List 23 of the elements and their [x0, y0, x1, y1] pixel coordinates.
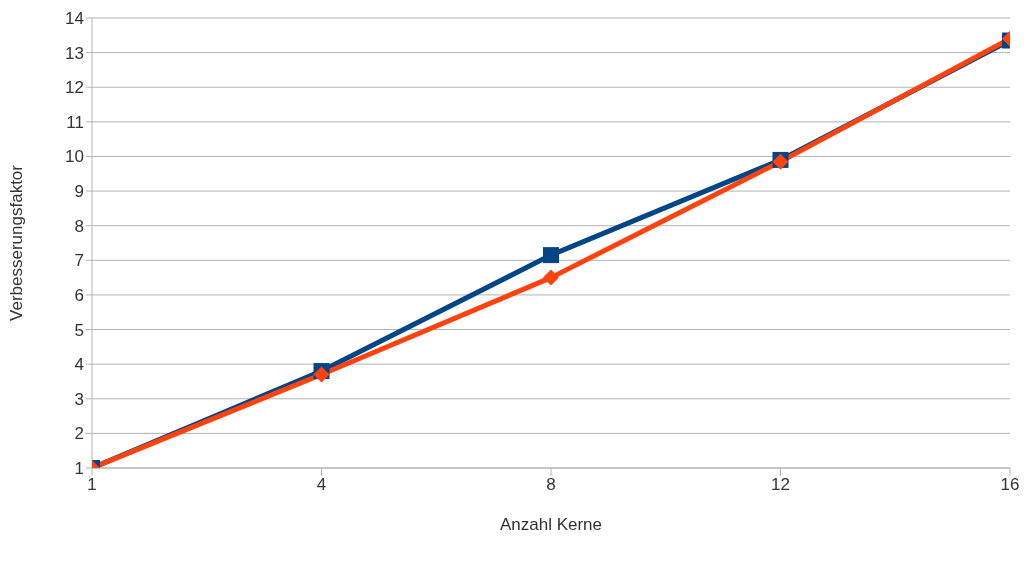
y-tick-label: 11 — [66, 112, 84, 132]
y-axis-title: Verbesserungsfaktor — [7, 164, 27, 321]
x-tick-label: 1 — [87, 475, 97, 495]
x-tick-label: 4 — [316, 475, 327, 495]
y-tick-label: 13 — [65, 43, 84, 63]
point — [543, 247, 559, 264]
x-tick-label: 12 — [771, 475, 790, 495]
y-tick-label: 3 — [74, 389, 84, 409]
y-tick-label: 7 — [74, 251, 84, 271]
x-tick-label: 8 — [546, 475, 556, 495]
x-axis-title: Anzahl Kerne — [499, 515, 603, 535]
y-tick-label: 1 — [74, 459, 84, 479]
y-tick-label: 5 — [74, 320, 84, 340]
y-tick-label: 4 — [74, 355, 84, 375]
x-tick-label: 16 — [1000, 475, 1020, 495]
y-tick-label: 6 — [74, 285, 84, 305]
y-tick-label: 14 — [65, 9, 84, 29]
point — [543, 269, 559, 286]
y-tick-label: 9 — [74, 182, 84, 202]
y-tick-label: 10 — [65, 147, 84, 167]
y-tick-label: 2 — [74, 424, 84, 444]
y-tick-label: 12 — [65, 78, 84, 98]
y-tick-label: 8 — [74, 216, 84, 236]
